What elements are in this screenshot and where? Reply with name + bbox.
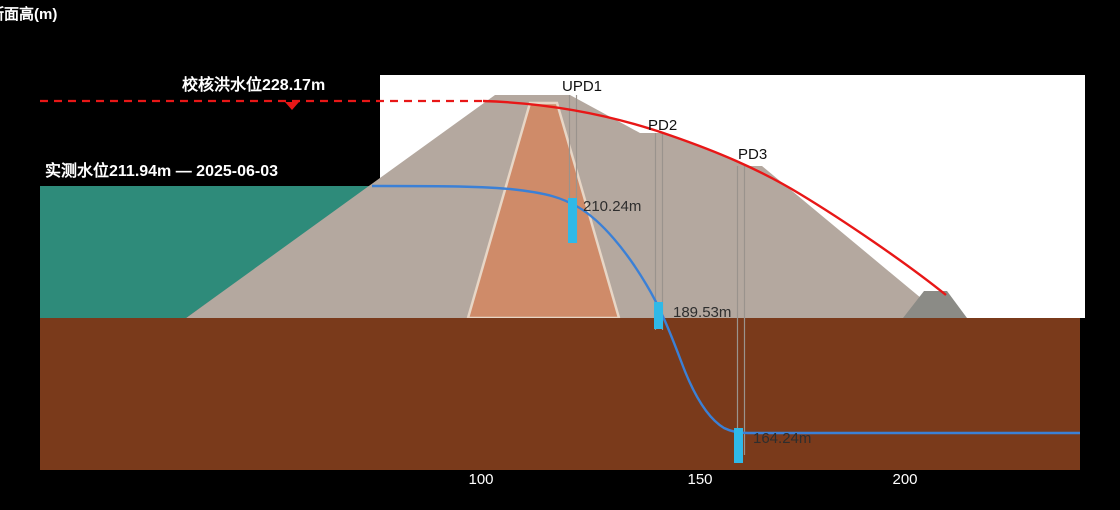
reading-pd3: 164.24m bbox=[753, 430, 812, 447]
x-tick-200: 200 bbox=[892, 471, 918, 488]
x-tick-100: 100 bbox=[468, 471, 494, 488]
reading-upd1: 210.24m bbox=[583, 198, 642, 215]
flood-level-marker-icon bbox=[285, 102, 299, 110]
measured-level-label: 实测水位211.94m — 2025-06-03 bbox=[45, 163, 279, 180]
drainage-prism bbox=[903, 291, 967, 318]
piezometer-level-bars bbox=[568, 198, 743, 463]
reservoir-water-body bbox=[40, 186, 372, 318]
borehole-label-pd3: PD3 bbox=[738, 146, 768, 163]
measured-seepage-curve bbox=[371, 184, 1080, 435]
reading-pd2: 189.53m bbox=[673, 304, 732, 321]
x-tick-150: 150 bbox=[687, 471, 713, 488]
flood-level-label: 校核洪水位228.17m bbox=[182, 77, 326, 94]
borehole-label-pd2: PD2 bbox=[648, 117, 678, 134]
flood-seepage-curve bbox=[482, 99, 947, 296]
foundation-ground bbox=[40, 318, 1080, 470]
y-axis-label: 断面高(m) bbox=[0, 6, 58, 23]
borehole-label-upd1: UPD1 bbox=[562, 78, 603, 95]
